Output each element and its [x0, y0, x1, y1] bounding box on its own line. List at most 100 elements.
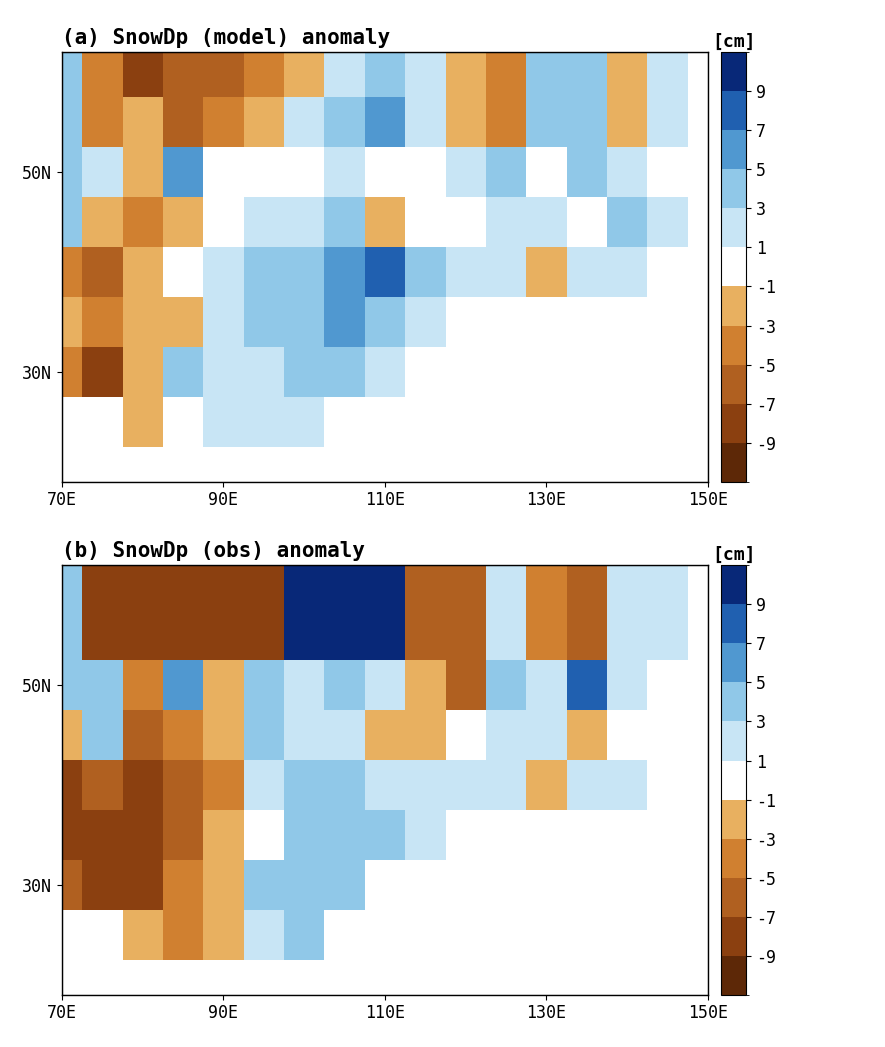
Bar	[204, 347, 243, 397]
Bar	[284, 47, 325, 97]
Bar	[566, 710, 607, 760]
Bar	[486, 610, 527, 661]
Bar	[566, 47, 607, 97]
Bar	[527, 710, 566, 760]
Bar	[284, 810, 325, 860]
Bar	[365, 860, 405, 910]
Bar	[82, 47, 122, 97]
Bar	[365, 760, 405, 810]
Bar	[445, 661, 486, 710]
Bar	[607, 47, 648, 97]
Bar	[325, 710, 365, 760]
Bar	[445, 247, 486, 297]
Bar	[82, 710, 122, 760]
Bar	[122, 560, 163, 610]
Bar	[163, 397, 204, 447]
Bar	[486, 710, 527, 760]
Bar	[204, 610, 243, 661]
Bar	[607, 710, 648, 760]
Bar	[122, 197, 163, 247]
Bar	[365, 710, 405, 760]
Bar	[122, 297, 163, 347]
Bar	[648, 197, 688, 247]
Bar	[163, 661, 204, 710]
Bar	[445, 148, 486, 197]
Bar	[405, 710, 445, 760]
Bar	[405, 148, 445, 197]
Bar	[122, 247, 163, 297]
Bar	[163, 760, 204, 810]
Bar	[284, 860, 325, 910]
Bar	[365, 661, 405, 710]
Bar	[42, 97, 82, 148]
Bar	[284, 760, 325, 810]
Bar	[284, 397, 325, 447]
Bar	[566, 610, 607, 661]
Bar	[445, 197, 486, 247]
Bar	[243, 910, 284, 960]
Bar	[284, 661, 325, 710]
Bar	[42, 661, 82, 710]
Bar	[122, 710, 163, 760]
Bar	[405, 661, 445, 710]
Bar	[42, 810, 82, 860]
Bar	[163, 148, 204, 197]
Bar	[122, 47, 163, 97]
Bar	[566, 247, 607, 297]
Bar	[607, 247, 648, 297]
Bar	[42, 148, 82, 197]
Bar	[445, 710, 486, 760]
Bar	[82, 148, 122, 197]
Bar	[284, 197, 325, 247]
Bar	[405, 197, 445, 247]
Bar	[527, 97, 566, 148]
Bar	[607, 97, 648, 148]
Bar	[365, 148, 405, 197]
Bar	[486, 810, 527, 860]
Text: (b) SnowDp (obs) anomaly: (b) SnowDp (obs) anomaly	[62, 541, 365, 561]
Bar	[204, 97, 243, 148]
Bar	[243, 297, 284, 347]
Bar	[122, 810, 163, 860]
Bar	[122, 610, 163, 661]
Bar	[325, 247, 365, 297]
Bar	[204, 810, 243, 860]
Bar	[325, 347, 365, 397]
Bar	[607, 760, 648, 810]
Bar	[648, 760, 688, 810]
Bar	[163, 560, 204, 610]
Bar	[243, 860, 284, 910]
Bar	[486, 297, 527, 347]
Bar	[325, 760, 365, 810]
Bar	[243, 610, 284, 661]
Bar	[365, 610, 405, 661]
Bar	[607, 197, 648, 247]
Bar	[284, 247, 325, 297]
Bar	[607, 560, 648, 610]
Bar	[284, 560, 325, 610]
Bar	[405, 860, 445, 910]
Bar	[204, 397, 243, 447]
Bar	[445, 47, 486, 97]
Bar	[607, 661, 648, 710]
Bar	[82, 97, 122, 148]
Bar	[82, 610, 122, 661]
Bar	[445, 97, 486, 148]
Bar	[42, 197, 82, 247]
Bar	[204, 247, 243, 297]
Bar	[42, 247, 82, 297]
Bar	[42, 297, 82, 347]
Bar	[405, 47, 445, 97]
Bar	[566, 97, 607, 148]
Text: (a) SnowDp (model) anomaly: (a) SnowDp (model) anomaly	[62, 28, 390, 48]
Bar	[163, 97, 204, 148]
Bar	[204, 710, 243, 760]
Bar	[325, 148, 365, 197]
Bar	[243, 760, 284, 810]
Bar	[648, 247, 688, 297]
Bar	[243, 148, 284, 197]
Bar	[365, 347, 405, 397]
Bar	[365, 197, 405, 247]
Bar	[365, 810, 405, 860]
Bar	[527, 47, 566, 97]
